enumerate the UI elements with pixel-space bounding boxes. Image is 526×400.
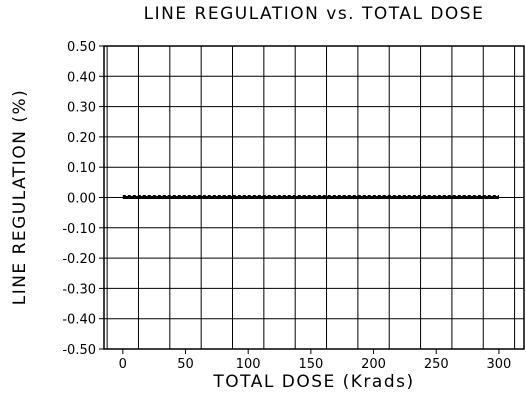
- x-axis-ticks: 0 50 100 150 200 250 300: [119, 349, 512, 372]
- x-axis-label: TOTAL DOSE (Krads): [213, 372, 415, 392]
- y-tick-label: 0.30: [67, 101, 96, 116]
- y-tick-label: 0.20: [67, 131, 96, 146]
- y-tick-label: -0.50: [62, 343, 96, 358]
- x-tick-label: 0: [119, 357, 127, 372]
- x-tick-label: 150: [298, 357, 323, 372]
- x-tick-label: 300: [487, 357, 512, 372]
- x-tick-label: 200: [361, 357, 386, 372]
- x-tick-label: 50: [177, 357, 194, 372]
- y-tick-label: 0.00: [67, 192, 96, 207]
- y-tick-label: 0.40: [67, 70, 96, 85]
- x-tick-label: 100: [236, 357, 261, 372]
- y-tick-label: -0.10: [62, 222, 96, 237]
- y-tick-label: -0.20: [62, 252, 96, 267]
- x-tick-label: 250: [424, 357, 449, 372]
- y-tick-label: -0.30: [62, 282, 96, 297]
- series-lines: [122, 194, 499, 199]
- y-tick-label: 0.50: [67, 40, 96, 55]
- y-axis-ticks: 0.50 0.40 0.30 0.20 0.10 0.00 -0.10 -0.20 -0.30 -…: [62, 40, 104, 358]
- y-tick-label: 0.10: [67, 161, 96, 176]
- chart-title: LINE REGULATION vs. TOTAL DOSE: [143, 4, 485, 24]
- y-tick-label: -0.40: [62, 313, 96, 328]
- y-axis-label: LINE REGULATION (%): [10, 88, 30, 306]
